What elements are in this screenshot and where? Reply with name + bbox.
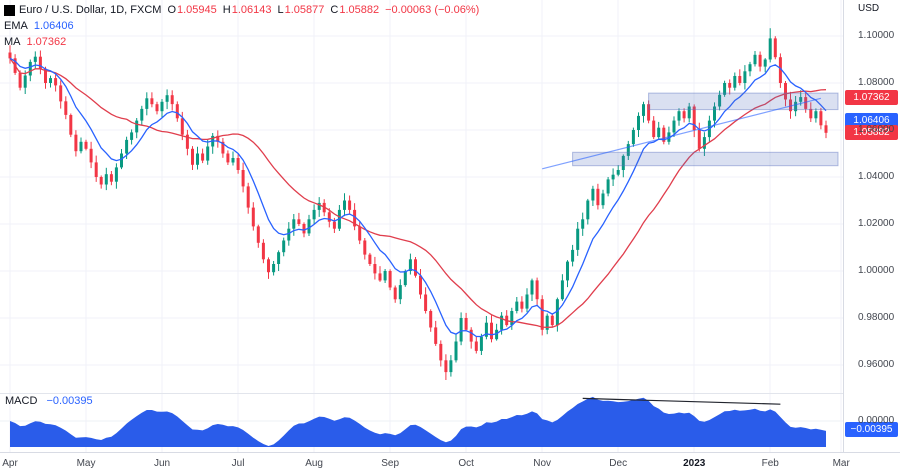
ema-value: 1.06406 — [33, 20, 74, 32]
ma-legend-row[interactable]: MA 1.07362 — [4, 34, 479, 50]
close-value: 1.05882 — [339, 4, 380, 16]
currency-label: USD — [858, 3, 880, 14]
time-axis-label: Jul — [231, 458, 245, 469]
macd-zero-label: 0.00000 — [858, 415, 895, 426]
price-tick-label: 1.08000 — [858, 77, 895, 88]
high-label: H — [222, 4, 231, 16]
time-axis-label: Nov — [533, 458, 552, 469]
price-tick-label: 1.10000 — [858, 30, 895, 41]
time-axis-label: Sep — [381, 458, 400, 469]
close-label: C — [330, 4, 339, 16]
time-axis-label: Jun — [153, 458, 171, 469]
price-tick-label: 0.98000 — [858, 312, 895, 323]
price-tick-label: 0.96000 — [858, 359, 895, 370]
time-axis-label: Aug — [305, 458, 323, 469]
low-value: 1.05877 — [284, 4, 325, 16]
time-axis-label: Feb — [761, 458, 779, 469]
time-axis-label: Apr — [2, 458, 18, 469]
ma-price-badge: 1.07362 — [845, 90, 898, 106]
macd-legend[interactable]: MACD −0.00395 — [5, 395, 93, 407]
time-axis-label: 2023 — [683, 458, 706, 469]
last-price-badge: 1.05882 — [845, 125, 898, 141]
low-label: L — [277, 4, 284, 16]
price-tick-label: 1.02000 — [858, 218, 895, 229]
price-tick-label: 1.06000 — [858, 124, 895, 135]
symbol-title[interactable]: Euro / U.S. Dollar, 1D, FXCM — [19, 4, 162, 16]
time-axis-label: Oct — [458, 458, 474, 469]
ma-label: MA — [4, 36, 21, 48]
open-label: O — [167, 4, 176, 16]
symbol-logo-icon — [4, 4, 15, 16]
ema-label: EMA — [4, 20, 28, 32]
macd-value: −0.00395 — [46, 395, 93, 407]
price-tick-label: 1.04000 — [858, 171, 895, 182]
change-value: −0.00063 (−0.06%) — [385, 4, 480, 16]
macd-label: MACD — [5, 395, 38, 407]
open-value: 1.05945 — [177, 4, 217, 16]
ema-price-badge: 1.06406 — [845, 112, 898, 128]
time-axis-label: Mar — [832, 458, 850, 469]
time-axis-label: May — [76, 458, 96, 469]
price-axis[interactable]: USD 1.07362 1.06406 1.05882 −0.00395 1.1… — [844, 0, 900, 452]
ma-value: 1.07362 — [26, 36, 67, 48]
macd-value-badge: −0.00395 — [845, 421, 898, 437]
high-value: 1.06143 — [231, 4, 272, 16]
price-tick-label: 1.00000 — [858, 265, 895, 276]
ema-legend-row[interactable]: EMA 1.06406 — [4, 18, 479, 34]
time-axis-label: Dec — [609, 458, 628, 469]
time-axis[interactable]: Apr May Jun Jul Aug Sep Oct Nov Dec 2023 Feb Mar — [0, 452, 900, 475]
